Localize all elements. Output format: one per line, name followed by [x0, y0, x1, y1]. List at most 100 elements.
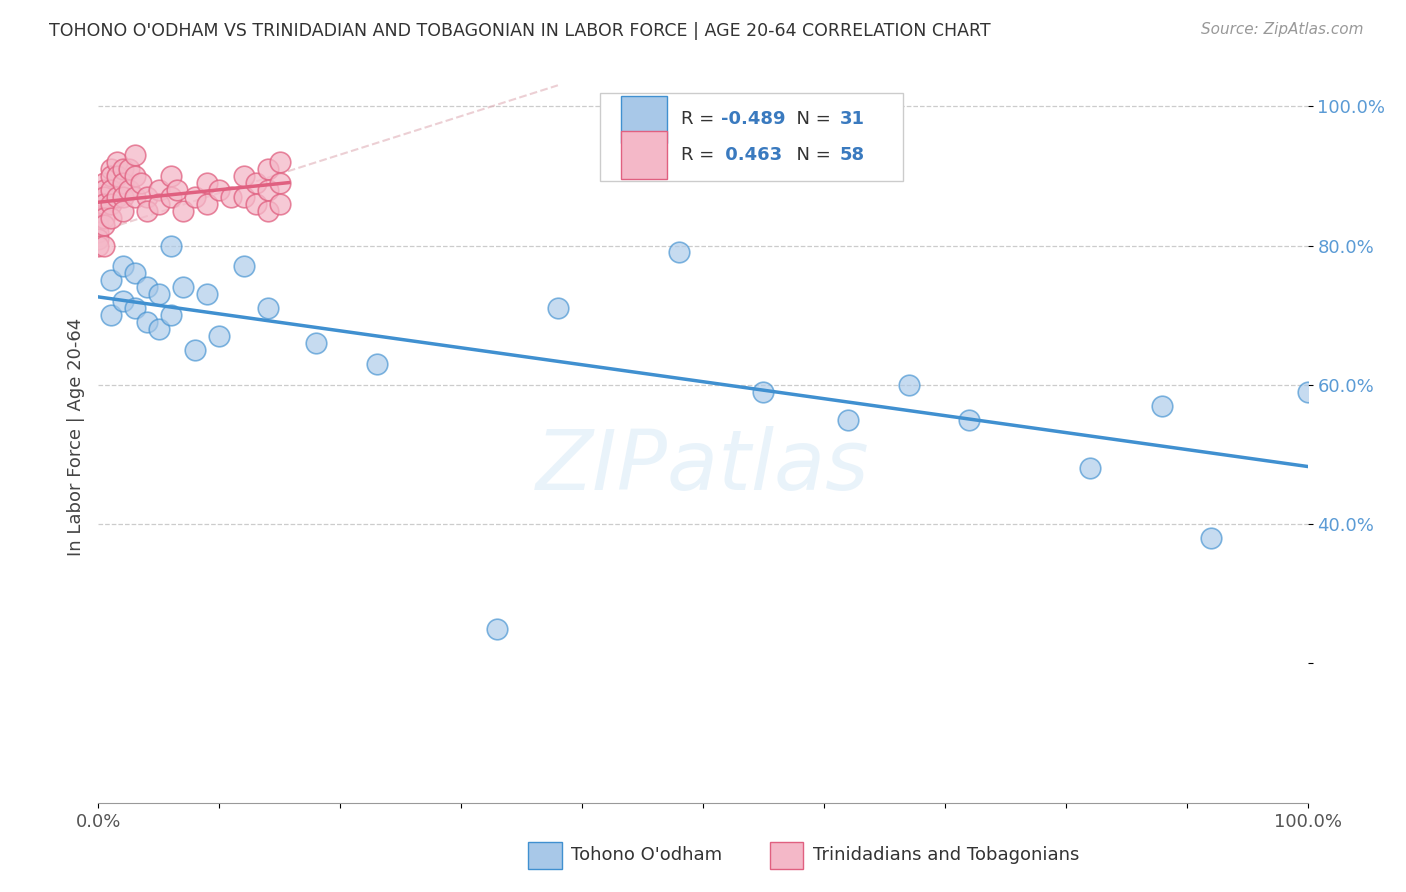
Point	[160, 190, 183, 204]
Point	[87, 218, 110, 232]
Text: N =: N =	[785, 146, 837, 164]
Point	[184, 343, 207, 357]
Point	[208, 329, 231, 343]
Point	[160, 169, 183, 183]
Point	[111, 176, 134, 190]
Point	[135, 315, 157, 329]
Point	[100, 308, 122, 322]
Point	[87, 203, 110, 218]
Point	[135, 203, 157, 218]
Point	[124, 148, 146, 162]
Point	[93, 183, 115, 197]
Point	[118, 161, 141, 176]
Point	[269, 155, 291, 169]
Point	[232, 169, 254, 183]
Point	[93, 238, 115, 252]
Point	[100, 161, 122, 176]
Point	[195, 196, 218, 211]
Point	[105, 190, 128, 204]
Point	[1296, 384, 1319, 399]
Point	[957, 412, 980, 426]
Text: TOHONO O'ODHAM VS TRINIDADIAN AND TOBAGONIAN IN LABOR FORCE | AGE 20-64 CORRELAT: TOHONO O'ODHAM VS TRINIDADIAN AND TOBAGO…	[49, 22, 991, 40]
Point	[93, 190, 115, 204]
Point	[547, 301, 569, 316]
Text: 0.463: 0.463	[718, 146, 782, 164]
Point	[111, 294, 134, 309]
Point	[256, 183, 278, 197]
Point	[148, 183, 170, 197]
Point	[100, 183, 122, 197]
Point	[87, 211, 110, 225]
Point	[232, 260, 254, 274]
Point	[111, 203, 134, 218]
Point	[87, 231, 110, 245]
Point	[124, 266, 146, 280]
Point	[87, 225, 110, 239]
Point	[135, 280, 157, 294]
Point	[87, 196, 110, 211]
Point	[87, 203, 110, 218]
Point	[305, 336, 328, 351]
Point	[752, 384, 775, 399]
Point	[129, 176, 152, 190]
Text: Tohono O'odham: Tohono O'odham	[571, 847, 723, 864]
Point	[1199, 531, 1222, 545]
Point	[135, 190, 157, 204]
Point	[486, 622, 509, 636]
Point	[172, 203, 194, 218]
Point	[195, 176, 218, 190]
Text: R =: R =	[682, 146, 720, 164]
Point	[256, 203, 278, 218]
Text: 31: 31	[839, 111, 865, 128]
Text: N =: N =	[785, 111, 837, 128]
Bar	[621, 95, 666, 144]
Point	[93, 211, 115, 225]
Text: Trinidadians and Tobagonians: Trinidadians and Tobagonians	[813, 847, 1080, 864]
Point	[668, 245, 690, 260]
Point	[87, 211, 110, 225]
Point	[100, 273, 122, 287]
Point	[100, 196, 122, 211]
FancyBboxPatch shape	[600, 94, 903, 181]
Point	[837, 412, 859, 426]
Point	[124, 190, 146, 204]
Point	[111, 161, 134, 176]
Bar	[527, 841, 561, 870]
Point	[160, 308, 183, 322]
Point	[124, 169, 146, 183]
Point	[111, 260, 134, 274]
Point	[111, 190, 134, 204]
Bar	[621, 131, 666, 178]
Point	[208, 183, 231, 197]
Point	[366, 357, 388, 371]
Point	[256, 161, 278, 176]
Point	[93, 176, 115, 190]
Point	[195, 287, 218, 301]
Text: ZIPatlas: ZIPatlas	[536, 425, 870, 507]
Point	[245, 176, 267, 190]
Point	[93, 218, 115, 232]
Point	[1078, 461, 1101, 475]
Point	[256, 301, 278, 316]
Point	[269, 176, 291, 190]
Point	[124, 301, 146, 316]
Point	[221, 190, 243, 204]
Point	[87, 190, 110, 204]
Point	[1152, 399, 1174, 413]
Text: 58: 58	[839, 146, 865, 164]
Point	[897, 377, 920, 392]
Text: -0.489: -0.489	[721, 111, 786, 128]
Bar	[769, 841, 803, 870]
Point	[100, 211, 122, 225]
Text: R =: R =	[682, 111, 720, 128]
Point	[87, 238, 110, 252]
Point	[269, 196, 291, 211]
Point	[105, 155, 128, 169]
Point	[232, 190, 254, 204]
Point	[148, 196, 170, 211]
Point	[118, 183, 141, 197]
Point	[245, 196, 267, 211]
Point	[148, 322, 170, 336]
Point	[160, 238, 183, 252]
Point	[166, 183, 188, 197]
